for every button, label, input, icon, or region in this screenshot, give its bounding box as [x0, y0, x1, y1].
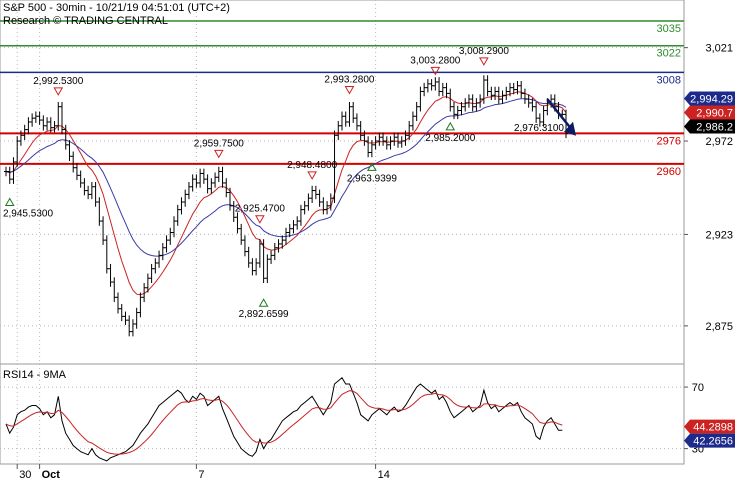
price-tag-bg	[684, 91, 735, 106]
rsi-tag-bg	[684, 419, 735, 434]
swing-label: 2,963.9399	[347, 173, 397, 184]
level-label-3022: 3022	[657, 48, 681, 60]
swing-label: 2,892.6599	[239, 309, 289, 320]
rsi-lines	[5, 377, 563, 462]
swing-high-marker	[479, 57, 489, 66]
swing-high-marker	[255, 215, 265, 224]
swing-high-marker	[53, 87, 64, 96]
rsi-grid	[0, 364, 684, 464]
y-tick-label: 3,021	[705, 43, 733, 55]
level-label-2976: 2976	[657, 135, 681, 147]
level-label-2960: 2960	[657, 166, 681, 178]
swing-high-marker	[307, 171, 317, 180]
rsi-tag-label: 42.2656	[693, 436, 733, 448]
swing-high-marker	[430, 66, 441, 76]
price-tag-label: 2,986.2	[696, 122, 733, 134]
rsi-tag-label: 44.2898	[693, 422, 733, 434]
level-label-3008: 3008	[657, 74, 681, 86]
swing-label: 2,925.4700	[235, 204, 285, 215]
rsi-price-tags: 44.2898 42.2656	[684, 419, 735, 448]
swing-high-marker	[344, 85, 355, 95]
swing-low-marker	[445, 121, 456, 131]
main-panel: 3035 3022 3008 2976 2960 2,945.5300 2,992.530…	[0, 0, 735, 390]
y-tick-label: 2,875	[705, 321, 733, 333]
x-axis: 30 Oct 7 14	[0, 463, 684, 480]
forecast-arrow-shaft	[546, 98, 573, 131]
swing-label: 2,959.7500	[194, 138, 244, 149]
x-tick-label: 30	[19, 469, 31, 480]
chart-title: S&P 500 - 30min - 10/21/19 04:51:01 (UTC…	[3, 2, 230, 14]
swing-label: 2,948.4800	[287, 160, 337, 171]
swing-label: 3,008.2900	[459, 46, 509, 57]
price-tag-label: 2,990.7	[696, 108, 733, 120]
level-label-3035: 3035	[657, 23, 681, 35]
rsi-ma-line	[5, 390, 563, 455]
rsi-plot-frame	[0, 363, 685, 465]
swing-low-marker	[367, 162, 377, 171]
rsi-title: RSI14 - 9MA	[3, 369, 67, 381]
chart-source: Research © TRADING CENTRAL	[3, 15, 168, 27]
swing-low-marker	[4, 197, 15, 206]
x-tick-label: 14	[378, 469, 390, 480]
price-tag-bg	[684, 105, 735, 120]
main-plot-frame	[0, 0, 685, 365]
rsi-tag-bg	[684, 433, 735, 448]
swing-label: 2,985.2000	[425, 133, 475, 144]
swing-label: 2,993.2800	[324, 74, 374, 85]
main-y-axis: 2,875 2,923 2,972 3,021	[684, 43, 733, 333]
forecast-arrow	[546, 98, 576, 136]
main-price-tags: 2,994.29 2,990.7 2,986.2	[684, 91, 735, 134]
swing-high-marker	[213, 149, 224, 159]
price-tag-label: 2,994.29	[690, 94, 733, 106]
swing-label: 2,992.5300	[33, 76, 83, 87]
swing-label: 3,003.2800	[410, 55, 460, 66]
rsi-y-tick-label: 70	[692, 382, 704, 394]
swing-label: 2,945.5300	[3, 208, 53, 219]
y-tick-label: 2,972	[705, 136, 733, 148]
x-tick-label: 7	[198, 469, 204, 480]
main-grid	[0, 0, 684, 364]
x-tick-label: Oct	[42, 469, 61, 480]
swing-low-marker	[258, 298, 269, 307]
y-tick-label: 2,923	[705, 229, 733, 241]
swing-label: 2,976.3100	[514, 123, 564, 134]
price-tag-bg	[684, 119, 735, 134]
forecast-arrow-head	[564, 121, 576, 136]
